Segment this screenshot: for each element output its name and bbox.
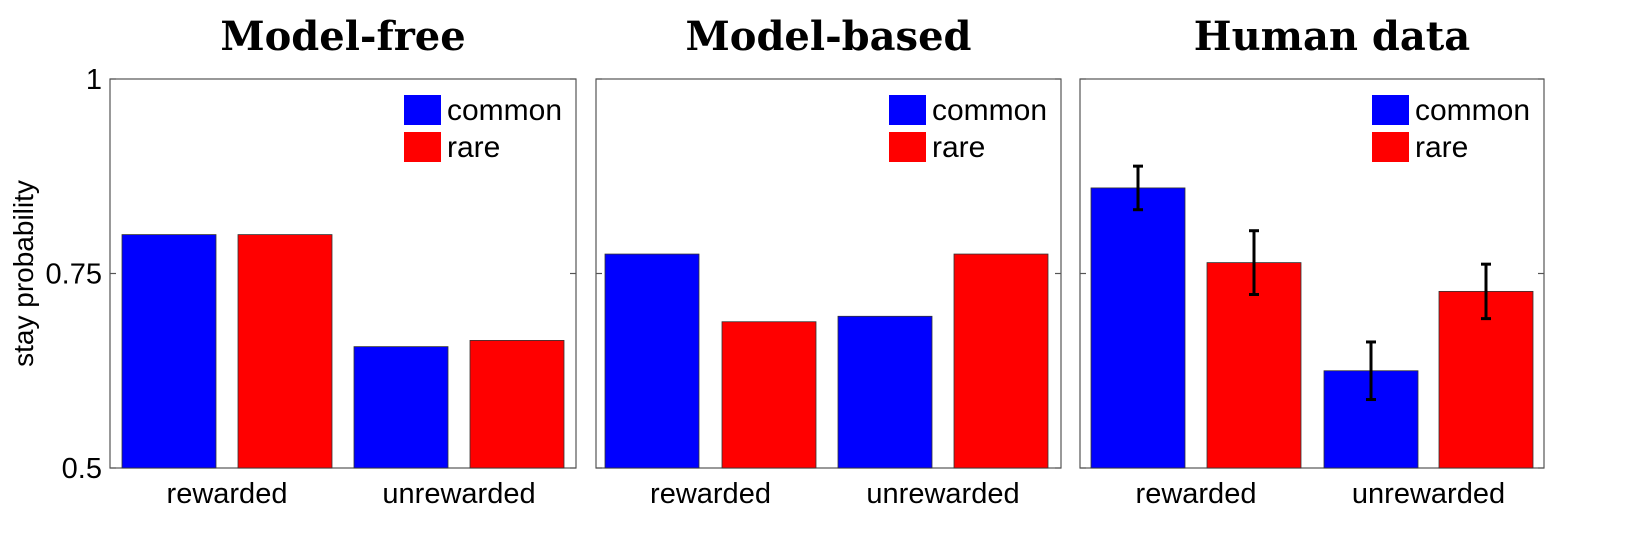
legend: common rare: [1372, 94, 1530, 164]
category-label: rewarded: [1136, 478, 1257, 510]
legend: common rare: [889, 94, 1047, 164]
bar-rewarded-common: [604, 253, 700, 469]
legend-label-rare: rare: [447, 131, 500, 164]
legend-swatch-rare: [889, 132, 926, 162]
error-bar-unrewarded-rare: [1481, 262, 1491, 321]
bar-rewarded-common: [1090, 187, 1186, 469]
chart-panel-2: Model-based rewarded unrewarded common rare: [595, 13, 1062, 510]
legend: common rare: [404, 94, 562, 164]
legend-label-common: common: [447, 94, 562, 127]
panel-title: Model-based: [686, 13, 972, 60]
error-bar-unrewarded-common: [1366, 340, 1376, 402]
bar-unrewarded-common: [837, 315, 933, 469]
error-bar-rewarded-rare: [1249, 229, 1259, 297]
legend-swatch-common: [889, 95, 926, 125]
category-label: rewarded: [650, 478, 771, 510]
legend-swatch-common: [404, 95, 441, 125]
bar-unrewarded-rare: [1438, 290, 1534, 469]
bar-rewarded-common: [121, 234, 217, 469]
category-label: rewarded: [167, 478, 288, 510]
legend-swatch-rare: [404, 132, 441, 162]
legend-label-rare: rare: [932, 131, 985, 164]
legend-label-common: common: [932, 94, 1047, 127]
bar-rewarded-rare: [721, 321, 817, 469]
bar-unrewarded-rare: [953, 253, 1049, 469]
y-tick-label: 0.5: [62, 453, 102, 485]
y-tick-label: 1: [86, 64, 102, 96]
y-axis-label: stay probability: [8, 180, 39, 367]
category-label: unrewarded: [1352, 478, 1505, 510]
bar-rewarded-rare: [237, 234, 333, 469]
legend-label-common: common: [1415, 94, 1530, 127]
legend-label-rare: rare: [1415, 131, 1468, 164]
bar-unrewarded-common: [353, 346, 449, 469]
panel-title: Human data: [1194, 13, 1470, 60]
legend-swatch-common: [1372, 95, 1409, 125]
legend-swatch-rare: [1372, 132, 1409, 162]
chart-panel-1: Model-free rewarded unrewarded 0.5 0.75 1 stay…: [8, 13, 577, 510]
chart-panel-3: Human data rewarded unrewarded common rare: [1079, 13, 1545, 510]
panel-title: Model-free: [220, 13, 465, 60]
y-tick-label: 0.75: [46, 259, 102, 291]
category-label: unrewarded: [382, 478, 535, 510]
category-label: unrewarded: [866, 478, 1019, 510]
error-bar-rewarded-common: [1133, 164, 1143, 212]
bar-unrewarded-rare: [469, 340, 565, 469]
